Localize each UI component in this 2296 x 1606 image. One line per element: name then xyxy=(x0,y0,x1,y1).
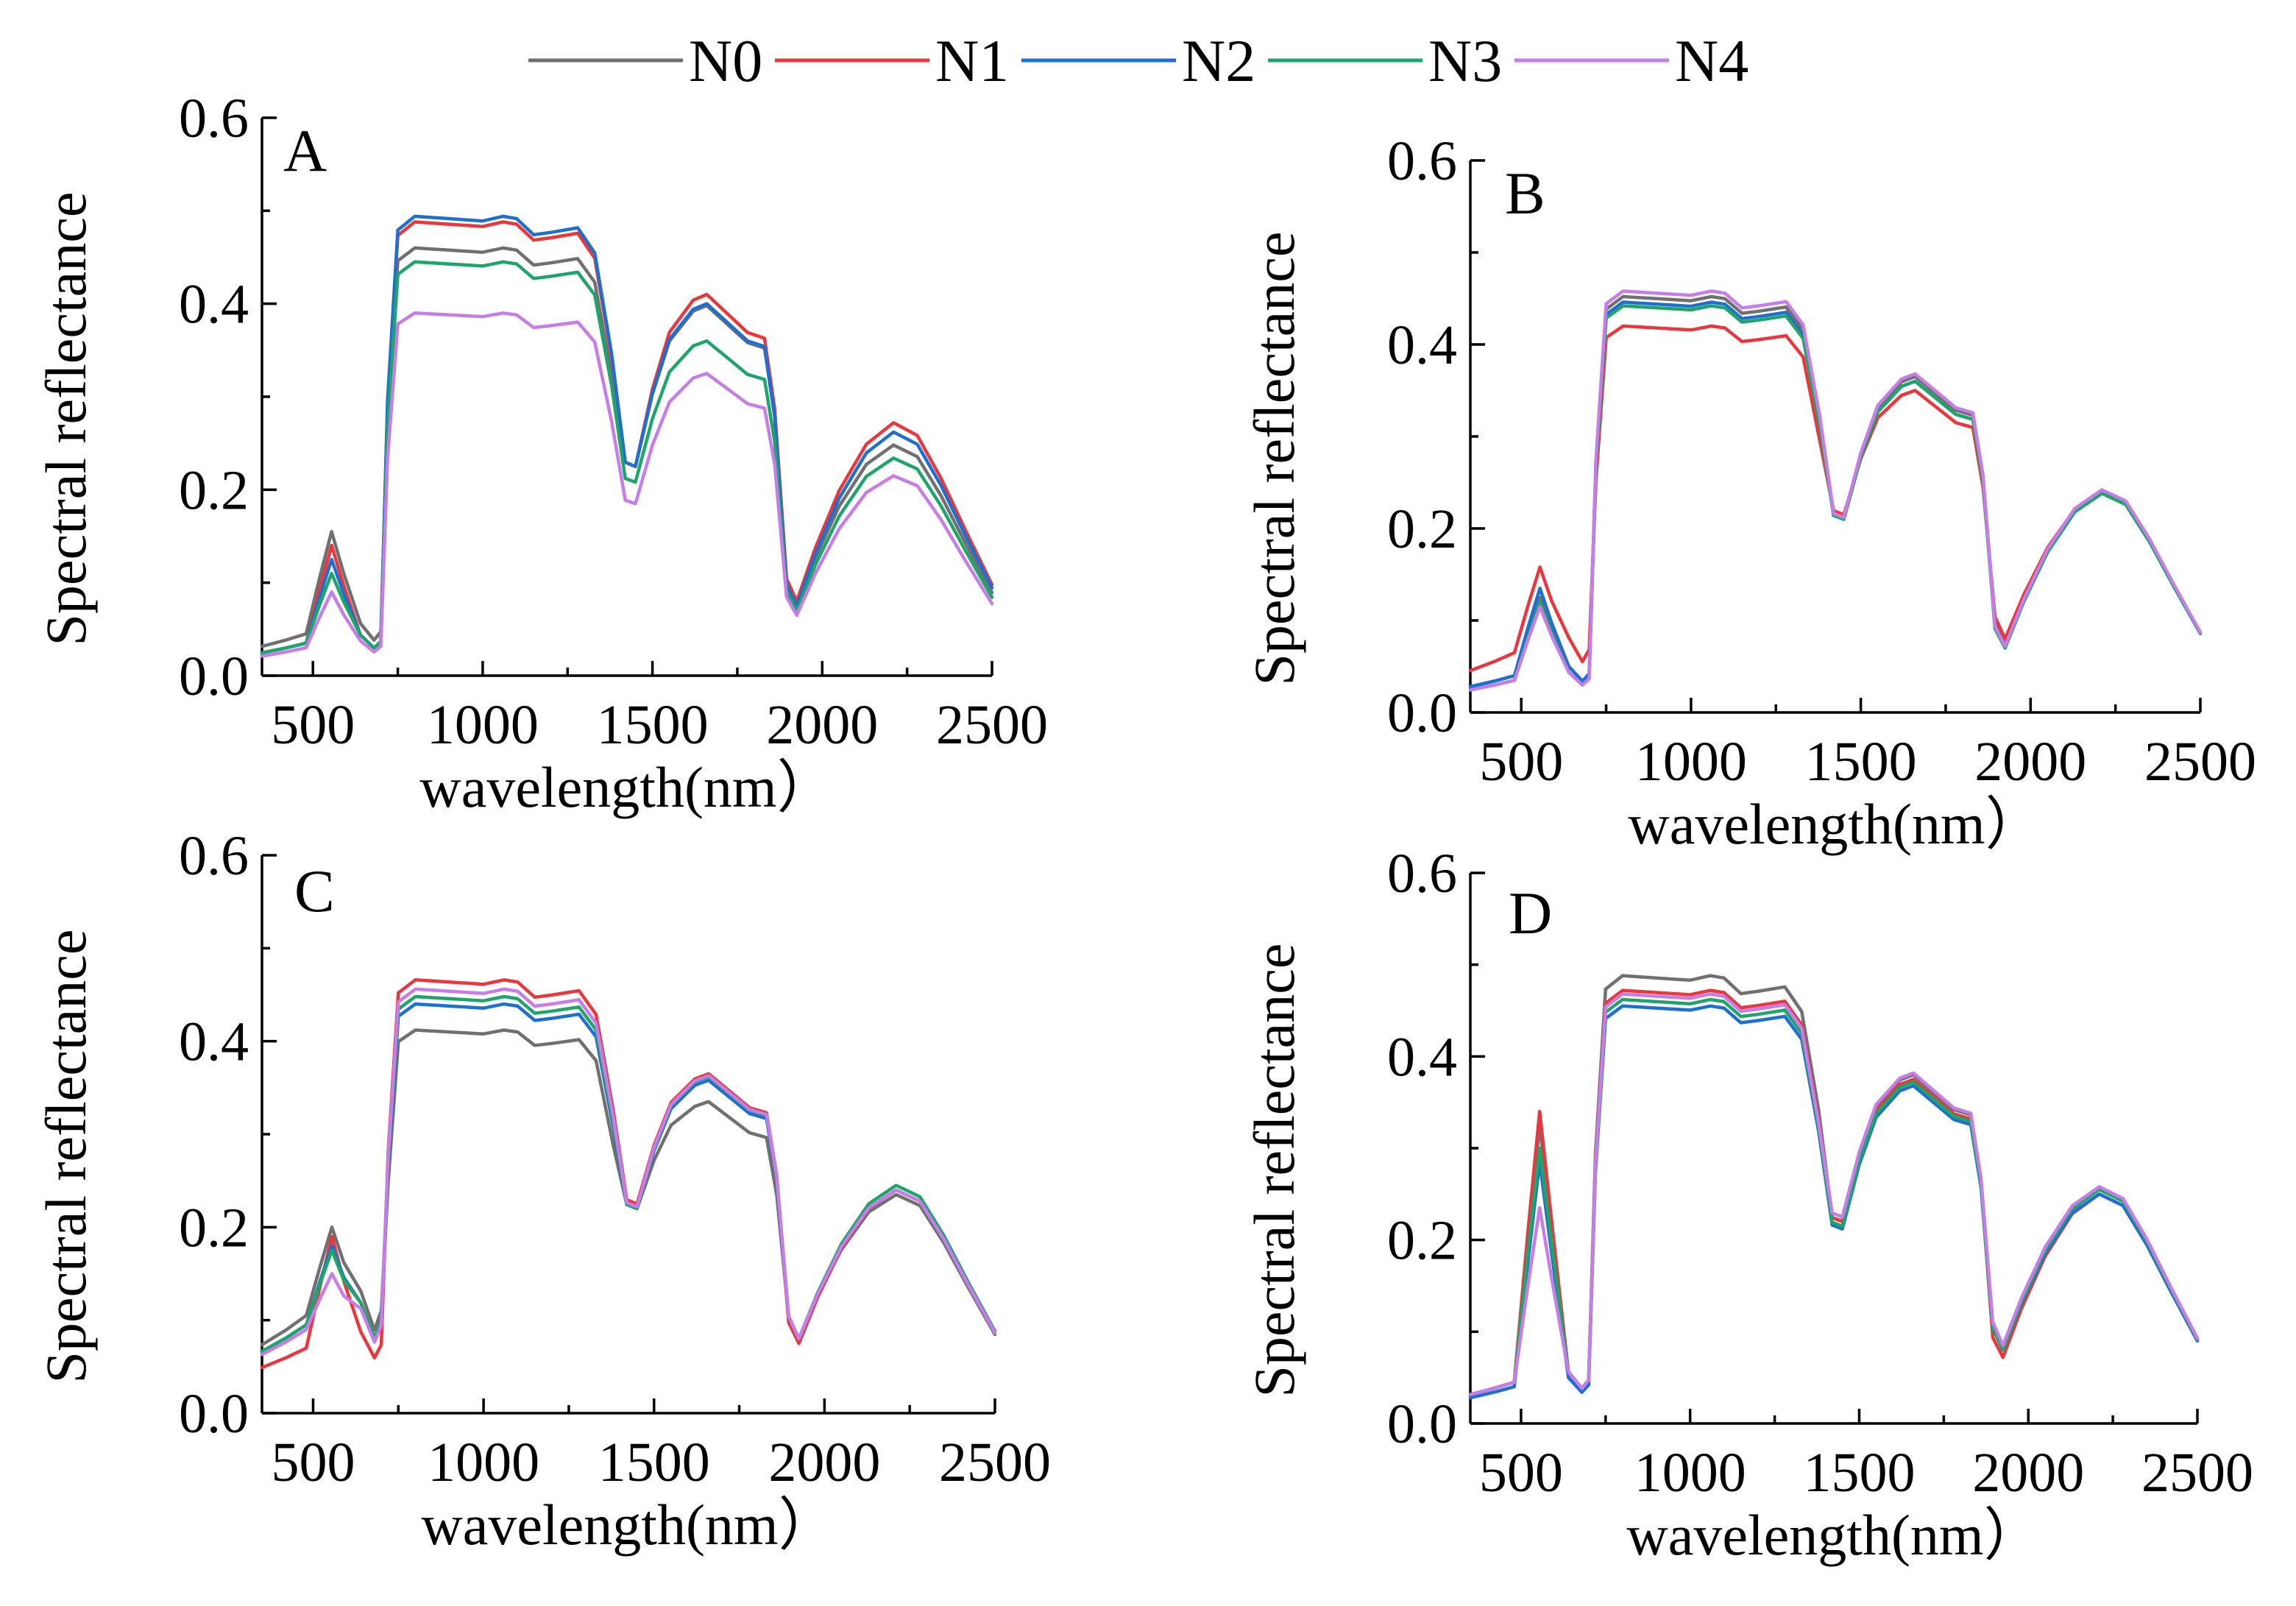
x-tick-label: 2000 xyxy=(768,1432,880,1493)
series-line-n2 xyxy=(260,1002,997,1354)
panel-label: D xyxy=(1509,880,1552,947)
x-tick-label: 2000 xyxy=(1972,1442,2084,1504)
series-line-n0 xyxy=(1468,294,2203,689)
y-tick-label: 0.4 xyxy=(1387,1026,1457,1088)
x-tick-label: 2500 xyxy=(939,1432,1051,1493)
legend-label-n1: N1 xyxy=(935,27,1009,94)
legend-label-n4: N4 xyxy=(1675,27,1748,94)
series-line-n4 xyxy=(260,311,994,658)
y-tick-label: 0.2 xyxy=(1387,498,1457,560)
y-tick-label: 0.0 xyxy=(1387,1393,1457,1455)
x-axis-title: wavelength(nm） xyxy=(419,755,834,819)
x-tick-label: 1500 xyxy=(1805,731,1917,793)
legend: N0 N1 N2 N3 N4 xyxy=(528,27,1748,94)
panel-d: 0.0 0.2 0.4 0.6 500 1000 1500 2000 2500 wavelengt… xyxy=(1242,843,2253,1567)
panel-c: 0.0 0.2 0.4 0.6 500 1000 1500 2000 2500 wavelengt… xyxy=(34,825,1051,1557)
series-line-n0 xyxy=(1468,974,2200,1396)
y-axis-title: Spectral reflectance xyxy=(34,929,98,1383)
x-tick-label: 1500 xyxy=(597,694,709,756)
x-tick-label: 2500 xyxy=(936,694,1048,756)
x-tick-label: 1000 xyxy=(1635,731,1747,793)
y-tick-label: 0.6 xyxy=(179,825,249,887)
y-tick-label: 0.6 xyxy=(1387,130,1457,192)
series-line-n4 xyxy=(1468,992,2200,1396)
y-tick-label: 0.2 xyxy=(179,459,249,521)
y-axis-title: Spectral reflectance xyxy=(1242,231,1306,685)
series-line-n2 xyxy=(1468,1004,2200,1400)
panel-a: 0.0 0.2 0.4 0.6 500 1000 1500 2000 2500 wavelengt… xyxy=(34,88,1048,819)
series-line-n1 xyxy=(260,220,994,655)
x-tick-label: 500 xyxy=(1479,1442,1563,1504)
x-axis-title: wavelength(nm） xyxy=(1626,1503,2041,1567)
x-axis-title: wavelength(nm） xyxy=(421,1493,835,1557)
panel-b: 0.0 0.2 0.4 0.6 500 1000 1500 2000 2500 wavelengt… xyxy=(1242,130,2256,856)
series-line-n4 xyxy=(260,987,997,1356)
y-tick-label: 0.2 xyxy=(179,1197,249,1259)
x-tick-label: 2500 xyxy=(2141,1442,2253,1504)
x-tick-label: 1000 xyxy=(428,1432,539,1493)
panel-label: C xyxy=(294,857,335,924)
y-tick-label: 0.4 xyxy=(1387,314,1457,376)
panel-label: A xyxy=(283,117,327,184)
x-tick-label: 1500 xyxy=(598,1432,710,1493)
y-tick-label: 0.6 xyxy=(1387,843,1457,905)
series-line-n1 xyxy=(260,978,997,1370)
x-tick-label: 500 xyxy=(271,694,355,756)
x-tick-label: 2000 xyxy=(766,694,878,756)
x-tick-label: 1000 xyxy=(427,694,539,756)
y-tick-label: 0.0 xyxy=(179,1383,249,1445)
y-tick-label: 0.4 xyxy=(179,274,249,336)
legend-label-n2: N2 xyxy=(1182,27,1255,94)
y-tick-label: 0.4 xyxy=(179,1011,249,1073)
x-tick-label: 500 xyxy=(271,1432,355,1493)
x-tick-label: 500 xyxy=(1479,731,1563,793)
legend-label-n0: N0 xyxy=(689,27,762,94)
x-tick-label: 2500 xyxy=(2144,731,2256,793)
series-line-n3 xyxy=(260,994,997,1354)
series-line-n0 xyxy=(260,1028,997,1347)
x-tick-label: 1000 xyxy=(1634,1442,1746,1504)
panel-label: B xyxy=(1505,160,1545,227)
y-tick-label: 0.2 xyxy=(1387,1210,1457,1272)
series-line-n3 xyxy=(260,260,994,655)
y-tick-label: 0.0 xyxy=(179,645,249,707)
y-axis-title: Spectral reflectance xyxy=(34,191,98,645)
series-line-n0 xyxy=(260,246,994,648)
y-axis-title: Spectral reflectance xyxy=(1242,943,1306,1397)
x-axis-title: wavelength(nm） xyxy=(1628,792,2042,856)
y-tick-label: 0.6 xyxy=(179,88,249,149)
y-tick-label: 0.0 xyxy=(1387,682,1457,744)
series-line-n2 xyxy=(260,214,994,655)
x-tick-label: 2000 xyxy=(1974,731,2086,793)
series-line-n2 xyxy=(1468,300,2203,689)
legend-label-n3: N3 xyxy=(1428,27,1502,94)
x-tick-label: 1500 xyxy=(1803,1442,1915,1504)
series-line-n3 xyxy=(1468,997,2200,1396)
series-line-n4 xyxy=(1468,289,2203,692)
